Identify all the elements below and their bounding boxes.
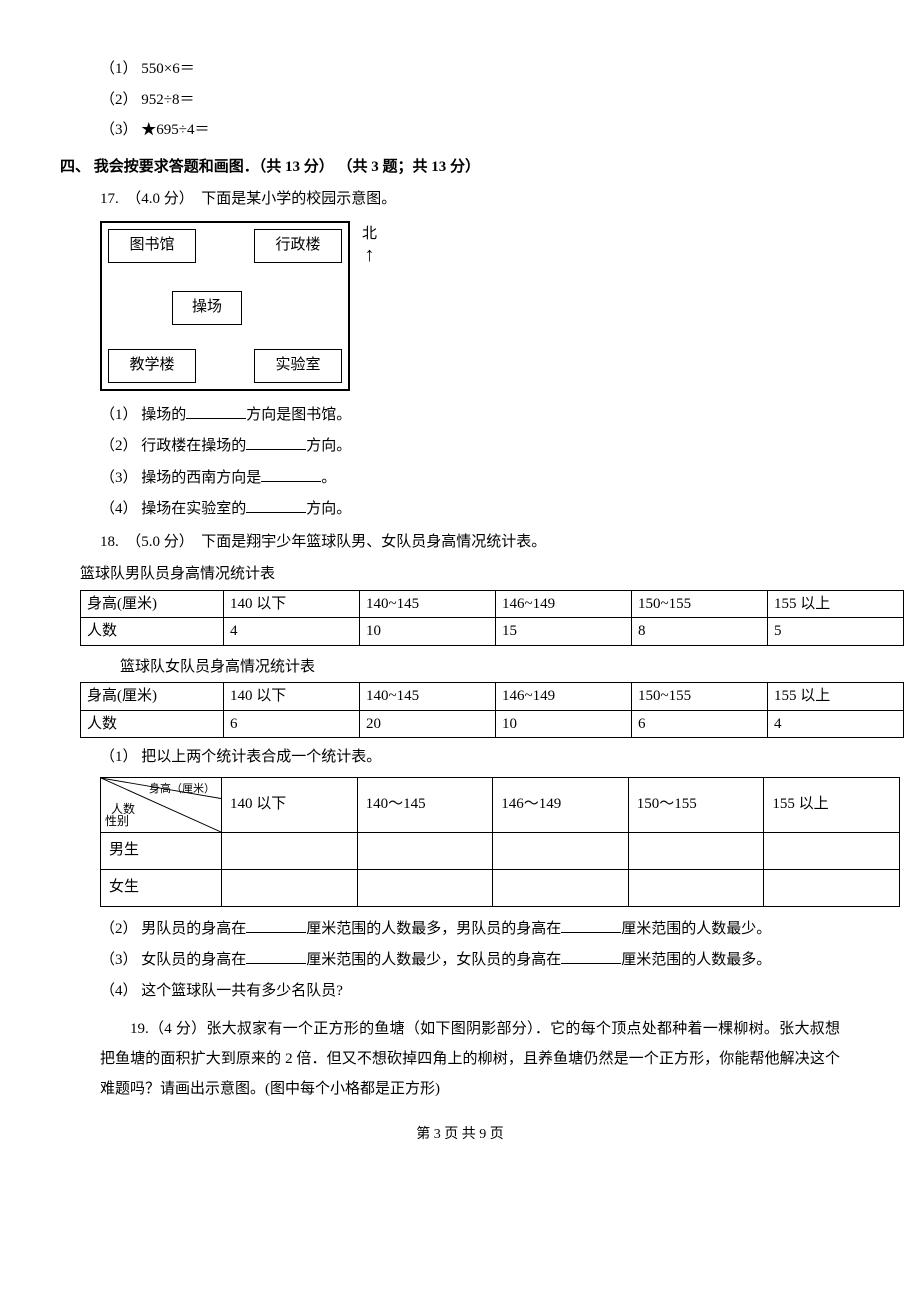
range-cell: 155 以上: [768, 683, 904, 711]
female-table-caption: 篮球队女队员身高情况统计表: [120, 656, 860, 679]
q17-intro: 17. （4.0 分） 下面是某小学的校园示意图。: [100, 188, 860, 211]
merged-table: 身高（厘米） 人数 性别 140 以下 140～145 146～149 150～…: [100, 777, 900, 907]
q18-sub1: （1） 把以上两个统计表合成一个统计表。: [100, 746, 860, 769]
count-cell: 20: [360, 710, 496, 738]
page-footer: 第 3 页 共 9 页: [60, 1124, 860, 1145]
blank-cell[interactable]: [628, 869, 764, 906]
count-cell: 6: [632, 710, 768, 738]
female-table: 身高(厘米) 140 以下 140~145 146~149 150~155 15…: [80, 682, 904, 738]
q18-sub3: （3） 女队员的身高在厘米范围的人数最少，女队员的身高在厘米范围的人数最多。: [100, 948, 860, 972]
table-row: 男生: [101, 832, 900, 869]
range-cell: 155 以上: [768, 590, 904, 618]
merge-range-cell: 150～155: [628, 777, 764, 832]
diagonal-header-cell: 身高（厘米） 人数 性别: [101, 777, 222, 832]
table-row: 人数 6 20 10 6 4: [81, 710, 904, 738]
count-cell: 10: [360, 618, 496, 646]
col-header: 身高(厘米): [81, 683, 224, 711]
blank[interactable]: [561, 917, 621, 933]
room-playground: 操场: [172, 291, 242, 325]
merge-range-cell: 140～145: [357, 777, 493, 832]
col-header: 人数: [81, 618, 224, 646]
blank[interactable]: [246, 497, 306, 513]
north-indicator: 北 ↑: [362, 221, 377, 266]
q16-sub3: （3） ★695÷4＝: [100, 119, 860, 142]
diag-label-top: 身高（厘米）: [149, 781, 215, 798]
q18-sub2: （2） 男队员的身高在厘米范围的人数最多，男队员的身高在厘米范围的人数最少。: [100, 917, 860, 941]
q18-sub4: （4） 这个篮球队一共有多少名队员?: [100, 980, 860, 1003]
range-cell: 140~145: [360, 683, 496, 711]
blank-cell[interactable]: [764, 869, 900, 906]
range-cell: 146~149: [496, 683, 632, 711]
room-lab: 实验室: [254, 349, 342, 383]
blank-cell[interactable]: [357, 869, 493, 906]
q19-text: 19.（4 分）张大叔家有一个正方形的鱼塘（如下图阴影部分）．它的每个顶点处都种…: [100, 1014, 840, 1104]
blank[interactable]: [246, 917, 306, 933]
section-4-heading: 四、 我会按要求答题和画图．（共 13 分） （共 3 题；共 13 分）: [60, 156, 860, 179]
range-cell: 146~149: [496, 590, 632, 618]
range-cell: 150~155: [632, 590, 768, 618]
count-cell: 4: [768, 710, 904, 738]
blank-cell[interactable]: [493, 869, 629, 906]
blank-cell[interactable]: [764, 832, 900, 869]
q16-sub2: （2） 952÷8＝: [100, 89, 860, 112]
blank-cell[interactable]: [222, 832, 358, 869]
merge-range-cell: 155 以上: [764, 777, 900, 832]
male-table: 身高(厘米) 140 以下 140~145 146~149 150~155 15…: [80, 590, 904, 646]
room-library: 图书馆: [108, 229, 196, 263]
range-cell: 140 以下: [224, 683, 360, 711]
q17-sub2: （2） 行政楼在操场的方向。: [100, 434, 860, 458]
table-row: 身高(厘米) 140 以下 140~145 146~149 150~155 15…: [81, 683, 904, 711]
blank-cell[interactable]: [493, 832, 629, 869]
q16-sub1: （1） 550×6＝: [100, 58, 860, 81]
range-cell: 140 以下: [224, 590, 360, 618]
blank[interactable]: [561, 948, 621, 964]
room-admin: 行政楼: [254, 229, 342, 263]
blank-cell[interactable]: [222, 869, 358, 906]
count-cell: 15: [496, 618, 632, 646]
table-row: 身高（厘米） 人数 性别 140 以下 140～145 146～149 150～…: [101, 777, 900, 832]
male-table-caption: 篮球队男队员身高情况统计表: [80, 563, 860, 586]
row-label-male: 男生: [101, 832, 222, 869]
count-cell: 5: [768, 618, 904, 646]
blank[interactable]: [261, 466, 321, 482]
table-row: 人数 4 10 15 8 5: [81, 618, 904, 646]
north-label: 北: [362, 223, 377, 246]
blank-cell[interactable]: [628, 832, 764, 869]
q17-sub4: （4） 操场在实验室的方向。: [100, 497, 860, 521]
blank[interactable]: [186, 403, 246, 419]
count-cell: 10: [496, 710, 632, 738]
q17-sub3: （3） 操场的西南方向是。: [100, 466, 860, 490]
room-teaching: 教学楼: [108, 349, 196, 383]
table-row: 身高(厘米) 140 以下 140~145 146~149 150~155 15…: [81, 590, 904, 618]
campus-diagram: 图书馆 行政楼 操场 教学楼 实验室 北 ↑: [100, 221, 860, 391]
q17-sub1: （1） 操场的方向是图书馆。: [100, 403, 860, 427]
merge-range-cell: 146～149: [493, 777, 629, 832]
count-cell: 8: [632, 618, 768, 646]
col-header: 身高(厘米): [81, 590, 224, 618]
blank[interactable]: [246, 948, 306, 964]
blank[interactable]: [246, 434, 306, 450]
blank-cell[interactable]: [357, 832, 493, 869]
count-cell: 4: [224, 618, 360, 646]
range-cell: 150~155: [632, 683, 768, 711]
count-cell: 6: [224, 710, 360, 738]
q18-intro: 18. （5.0 分） 下面是翔宇少年篮球队男、女队员身高情况统计表。: [100, 531, 860, 554]
diag-label-bot: 性别: [105, 812, 129, 830]
range-cell: 140~145: [360, 590, 496, 618]
merge-range-cell: 140 以下: [222, 777, 358, 832]
north-arrow-icon: ↑: [365, 245, 375, 265]
row-label-female: 女生: [101, 869, 222, 906]
table-row: 女生: [101, 869, 900, 906]
col-header: 人数: [81, 710, 224, 738]
campus-map: 图书馆 行政楼 操场 教学楼 实验室: [100, 221, 350, 391]
